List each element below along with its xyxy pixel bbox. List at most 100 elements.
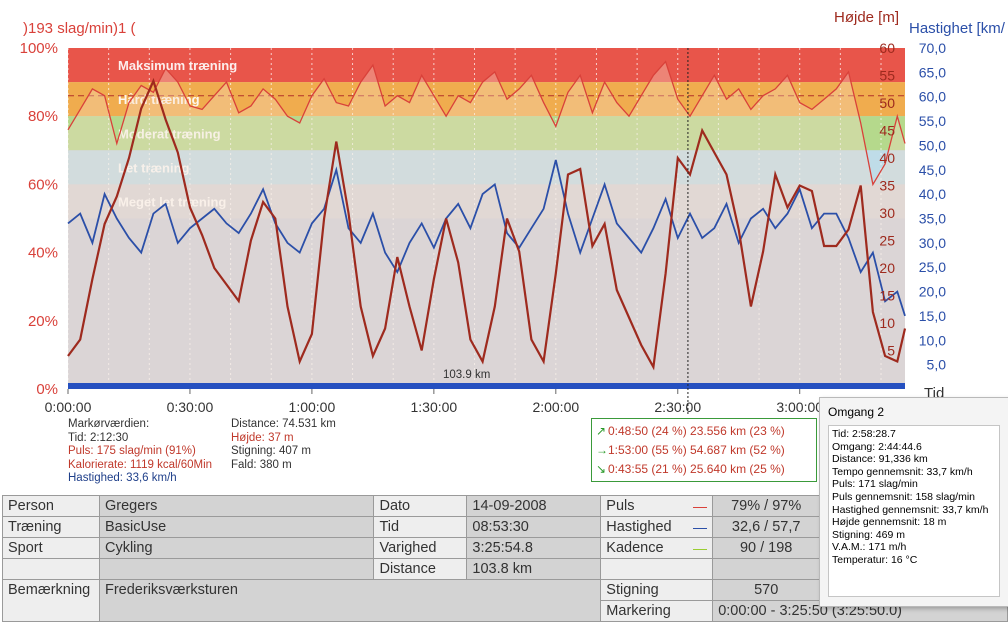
- y-tick-label: 60%: [28, 176, 58, 193]
- speed-tick-label: 65,0: [919, 64, 946, 80]
- pulse-legend-line: [693, 507, 708, 508]
- lap-line: Puls gennemsnit: 158 slag/min: [832, 490, 975, 503]
- height-tick-label: 25: [879, 233, 895, 249]
- pulse-area: [68, 61, 905, 389]
- lap-popup[interactable]: Omgang 2 Tid: 2:58:28.7 Omgang: 2:44:44.6…: [819, 397, 1008, 607]
- zone-summary: ↗ 0:48:50 (24 %) 23.556 km (23 %) →1:53:0…: [591, 418, 817, 482]
- speed-tick-label: 45,0: [919, 162, 946, 178]
- duration-value: 3:25:54.8: [466, 537, 602, 559]
- speed-tick-label: 5,0: [927, 357, 947, 373]
- x-tick-label: 1:00:00: [289, 399, 336, 415]
- lap-line: Omgang: 2:44:44.6: [832, 440, 922, 453]
- lap-line: Stigning: 469 m: [832, 528, 905, 541]
- x-tick-label: 3:00:00: [776, 399, 823, 415]
- distance-label: Distance: [373, 558, 468, 580]
- speed-legend-line: [693, 528, 708, 529]
- arrow-down-icon: ↘: [596, 462, 607, 476]
- zone-label: Maksimum træning: [118, 58, 237, 73]
- pulse-line: [67, 60, 906, 187]
- person-value: Gregers: [98, 495, 375, 517]
- duration-label: Varighed: [373, 537, 468, 559]
- sport-label: Sport: [2, 537, 100, 559]
- zone-label: Meget let træning: [118, 194, 226, 209]
- zone-row-text: 0:43:55 (21 %) 25.640 km (25 %): [608, 462, 785, 476]
- speed-tick-label: 70,0: [919, 40, 946, 56]
- marker-height: Højde: 37 m: [231, 431, 294, 444]
- marker-info: Markørværdien: Tid: 2:12:30 Puls: 175 sl…: [68, 418, 588, 490]
- table-row: Person Gregers Dato 14-09-2008 Puls 79% …: [2, 495, 1008, 517]
- zone-row-text: 1:53:00 (55 %) 54.687 km (52 %): [608, 443, 785, 457]
- y-tick-label: 100%: [20, 40, 58, 57]
- height-tick-label: 40: [879, 150, 895, 166]
- height-tick-label: 55: [879, 68, 895, 84]
- lap-line: Hastighed gennemsnit: 33,7 km/h: [832, 503, 989, 516]
- pulse-label: Puls: [600, 495, 714, 517]
- lap-bar: [68, 383, 905, 389]
- y-tick-label: 80%: [28, 108, 58, 125]
- climb-value: 570: [712, 579, 821, 601]
- marker-distance: Distance: 74.531 km: [231, 418, 336, 430]
- height-tick-label: 50: [879, 95, 895, 111]
- speed-label: Hastighed: [600, 516, 714, 538]
- table-row: Træning BasicUse Tid 08:53:30 Hastighed …: [2, 516, 1008, 538]
- remark-label: Bemærkning: [2, 579, 100, 622]
- empty-cell: [712, 558, 821, 580]
- speed-tick-label: 10,0: [919, 332, 946, 348]
- distance-annotation: 103.9 km: [443, 369, 490, 381]
- speed-tick-label: 20,0: [919, 284, 946, 300]
- left-axis-header: )193 slag/min)1 (: [23, 20, 136, 37]
- time-value: 08:53:30: [466, 516, 602, 538]
- lap-line: Højde gennemsnit: 18 m: [832, 516, 947, 529]
- lap-line: Tid: 2:58:28.7: [832, 428, 896, 440]
- cadence-legend-line: [693, 549, 708, 550]
- arrow-up-icon: ↗: [596, 424, 607, 438]
- speed-tick-label: 15,0: [919, 308, 946, 324]
- remark-value: Frederiksværksturen: [98, 579, 602, 622]
- marker-time: Tid: 2:12:30: [68, 431, 129, 444]
- chart: )193 slag/min)1 ( Højde [m] Hastighet [k…: [20, 9, 1006, 415]
- height-line: [67, 77, 907, 371]
- x-tick-label: 1:30:00: [410, 399, 457, 415]
- sport-value: Cykling: [98, 537, 375, 559]
- x-tick-label: 2:30:00: [654, 399, 701, 415]
- y-tick-label: 20%: [28, 313, 58, 330]
- height-tick-label: 10: [879, 315, 895, 331]
- y-tick-label: 0%: [36, 381, 58, 398]
- speed-label-text: Hastighed: [606, 519, 672, 535]
- height-tick-label: 60: [879, 40, 895, 56]
- zone-label: Let træning: [118, 160, 190, 175]
- date-label: Dato: [373, 495, 468, 517]
- empty-cell: [2, 558, 100, 580]
- height-tick-label: 35: [879, 178, 895, 194]
- zone-band: [68, 116, 905, 151]
- cadence-label: Kadence: [600, 537, 714, 559]
- pulse-label-text: Puls: [606, 498, 635, 514]
- speed-tick-label: 60,0: [919, 89, 946, 105]
- lap-line: V.A.M.: 171 m/h: [832, 541, 907, 554]
- zone-band: [68, 48, 905, 83]
- speed-tick-label: 35,0: [919, 211, 946, 227]
- climb-label: Stigning: [600, 579, 714, 601]
- lap-line: Tempo gennemsnit: 33,7 km/h: [832, 465, 973, 478]
- distance-value: 103.8 km: [466, 558, 602, 580]
- speed-value: 32,6 / 57,7: [712, 516, 821, 538]
- marker-calorie-rate: Kalorierate: 1119 kcal/60Min: [68, 458, 213, 471]
- lap-details: Tid: 2:58:28.7 Omgang: 2:44:44.6 Distance:…: [828, 425, 1000, 597]
- speed-axis-header: Hastighet [km/: [909, 20, 1006, 37]
- lap-title: Omgang 2: [828, 405, 885, 419]
- cadence-label-text: Kadence: [606, 540, 664, 556]
- lap-line: Distance: 91,336 km: [832, 453, 928, 466]
- y-tick-label: 40%: [28, 245, 58, 262]
- x-tick-label: 0:00:00: [45, 399, 92, 415]
- zone-row-up: ↗ 0:48:50 (24 %) 23.556 km (23 %): [596, 424, 785, 442]
- zone-band: [68, 150, 905, 185]
- zone-label: Moderat træning: [118, 126, 221, 141]
- marker-climb: Stigning: 407 m: [231, 445, 311, 457]
- pulse-value: 79% / 97%: [712, 495, 821, 517]
- time-label: Tid: [373, 516, 468, 538]
- zone-row-flat: →1:53:00 (55 %) 54.687 km (52 %): [596, 443, 785, 461]
- zone-row-down: ↘ 0:43:55 (21 %) 25.640 km (25 %): [596, 462, 785, 480]
- empty-cell: [600, 558, 714, 580]
- speed-tick-label: 25,0: [919, 259, 946, 275]
- marker-speed: Hastighed: 33,6 km/h: [68, 472, 177, 484]
